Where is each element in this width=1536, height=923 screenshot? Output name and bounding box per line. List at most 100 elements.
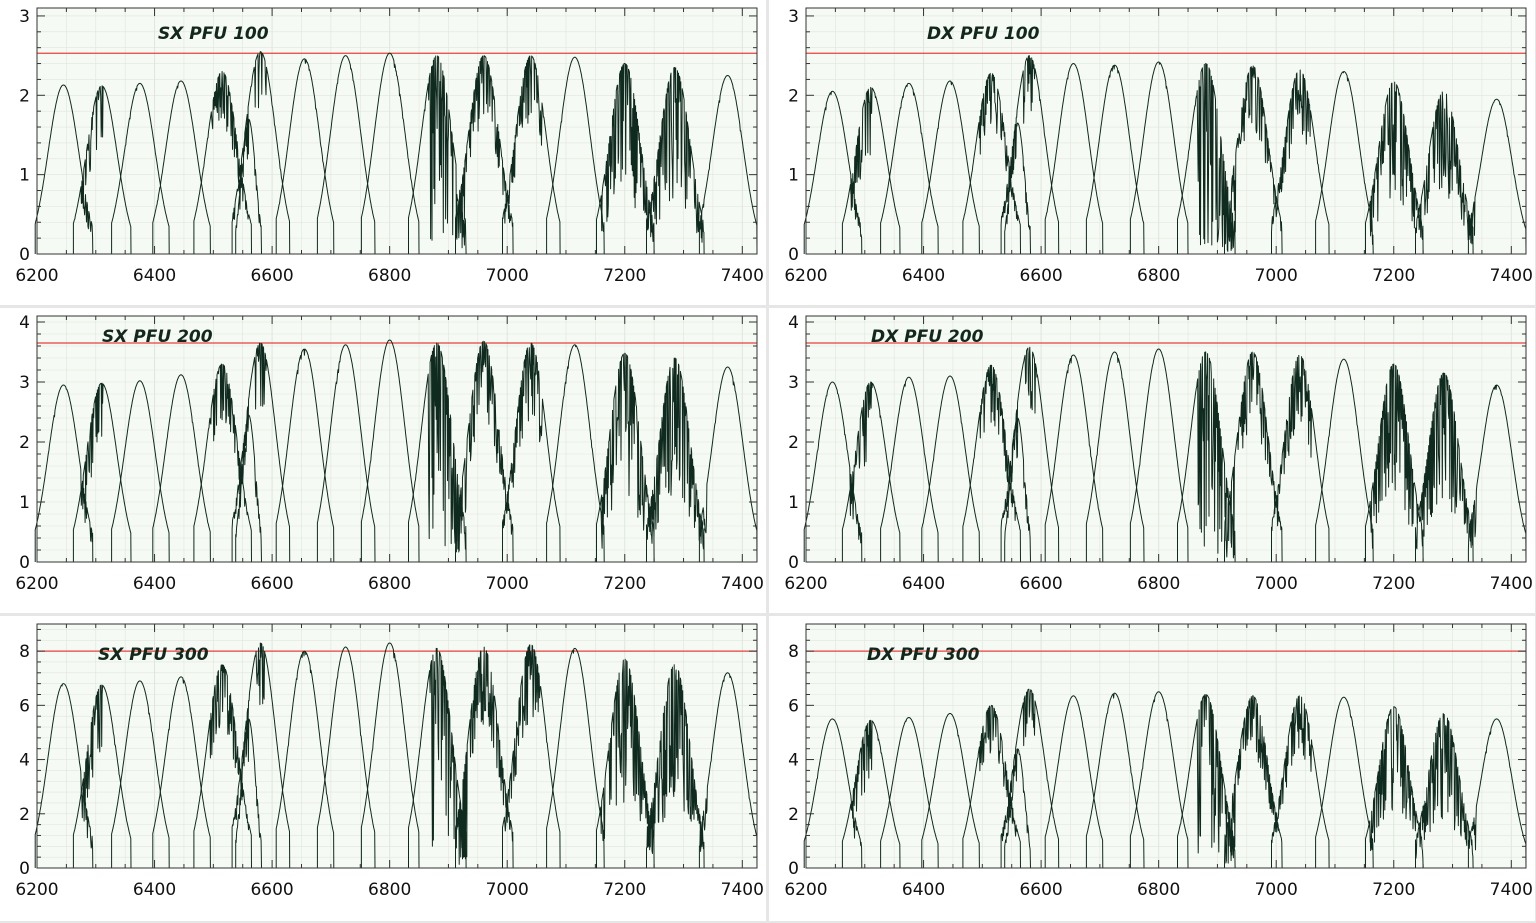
- y-tick-label: 3: [19, 373, 30, 393]
- x-tick-label: 6400: [133, 880, 176, 900]
- y-tick-label: 1: [788, 493, 799, 513]
- x-tick-label: 6800: [368, 574, 411, 594]
- order-curve: [1000, 346, 1060, 563]
- order-curve: [111, 680, 170, 869]
- order-curve: [1467, 98, 1527, 255]
- plot-area: [37, 316, 757, 562]
- order-curve: [275, 58, 335, 255]
- order-curve: [596, 352, 655, 563]
- x-tick-label: 7000: [1255, 266, 1298, 286]
- order-curve: [360, 52, 420, 255]
- order-curve: [275, 348, 335, 563]
- y-tick-label: 4: [788, 751, 799, 771]
- order-curve: [316, 344, 376, 563]
- y-tick-label: 3: [788, 7, 799, 27]
- order-curve: [698, 366, 758, 563]
- x-tick-label: 7200: [1372, 574, 1415, 594]
- order-curve: [1467, 384, 1527, 563]
- order-curve: [546, 56, 605, 255]
- plot-frame: [36, 623, 758, 869]
- order-curve: [596, 658, 655, 869]
- order-curve: [596, 63, 655, 255]
- chart-svg: 6200 6400 6600 6800 7000 7200 7400 0 1 2 3 4: [15, 313, 764, 594]
- order-curve: [646, 357, 705, 563]
- x-tick-label: 6400: [902, 574, 945, 594]
- y-tick-label: 0: [19, 553, 30, 573]
- panel-dx-pfu-300: 6200 6400 6600 6800 7000 7200 7400 0 2 4 6 8 DX PFU …: [769, 616, 1535, 921]
- order-curve: [1004, 748, 1031, 869]
- order-curve: [316, 646, 376, 869]
- plot-frame: [36, 315, 758, 563]
- order-curve: [921, 375, 980, 563]
- order-curve: [921, 80, 980, 255]
- order-curve: [72, 684, 132, 869]
- order-curve: [72, 85, 132, 255]
- chart-svg: 6200 6400 6600 6800 7000 7200 7400 0 1 2 3: [784, 7, 1533, 286]
- order-curve: [1271, 69, 1330, 255]
- plot-frame: [805, 315, 1527, 563]
- y-tick-label: 6: [788, 696, 799, 716]
- x-tick-label: 7000: [486, 266, 529, 286]
- order-curve: [1365, 81, 1424, 255]
- order-curve: [1415, 91, 1474, 255]
- order-curve: [502, 55, 561, 255]
- x-tick-label: 7400: [721, 574, 764, 594]
- order-curve: [546, 344, 605, 563]
- y-tick-label: 4: [19, 313, 30, 333]
- order-curve: [841, 719, 901, 869]
- order-curve: [1315, 696, 1374, 869]
- order-curve: [841, 86, 901, 255]
- y-tick-label: 0: [788, 553, 799, 573]
- order-curve: [1000, 55, 1060, 255]
- order-curve: [1177, 63, 1236, 255]
- x-tick-label: 7000: [1255, 574, 1298, 594]
- order-curve: [698, 75, 758, 255]
- order-curve: [502, 342, 561, 563]
- order-curve: [698, 672, 758, 869]
- order-curve: [152, 676, 211, 869]
- order-curve: [502, 644, 561, 869]
- order-curve: [841, 381, 901, 563]
- order-curve: [231, 342, 291, 563]
- x-tick-label: 7000: [486, 574, 529, 594]
- order-curve: [193, 363, 252, 563]
- order-curve: [152, 374, 211, 563]
- chart-svg: 6200 6400 6600 6800 7000 7200 7400 0 2 4 6 8: [15, 623, 764, 900]
- y-tick-label: 3: [788, 373, 799, 393]
- y-tick-label: 0: [19, 859, 30, 879]
- order-curve: [1224, 695, 1283, 869]
- chart-svg: 6200 6400 6600 6800 7000 7200 7400 0 1 2 3 4: [784, 313, 1533, 594]
- x-tick-label: 7200: [603, 266, 646, 286]
- order-curve: [1004, 122, 1031, 255]
- plot-area: [806, 624, 1526, 868]
- order-curve: [1224, 65, 1283, 255]
- x-tick-label: 6800: [1137, 266, 1180, 286]
- x-tick-label: 7400: [721, 266, 764, 286]
- y-tick-label: 0: [788, 859, 799, 879]
- order-curve: [316, 55, 376, 255]
- x-tick-label: 7400: [1490, 266, 1533, 286]
- y-tick-label: 1: [19, 493, 30, 513]
- chart-title: SX PFU 300: [98, 645, 209, 665]
- order-curve: [1271, 695, 1330, 869]
- y-tick-label: 0: [788, 245, 799, 265]
- y-tick-label: 8: [788, 642, 799, 662]
- x-tick-label: 7200: [1372, 880, 1415, 900]
- y-tick-label: 2: [788, 433, 799, 453]
- panel-dx-pfu-100: 6200 6400 6600 6800 7000 7200 7400 0 1 2 3 DX PFU 1…: [769, 0, 1535, 305]
- panel-sx-pfu-300: 6200 6400 6600 6800 7000 7200 7400 0 2 4 6 8 SX PFU …: [0, 616, 766, 921]
- order-curve: [1044, 63, 1104, 255]
- order-curve: [880, 376, 939, 563]
- x-tick-label: 6800: [1137, 880, 1180, 900]
- order-curve: [921, 713, 980, 869]
- y-tick-label: 3: [19, 7, 30, 27]
- order-curve: [231, 51, 291, 255]
- y-tick-label: 1: [788, 166, 799, 186]
- x-tick-label: 6600: [1019, 574, 1062, 594]
- order-curve: [1085, 351, 1145, 563]
- plot-frame: [36, 7, 758, 255]
- x-tick-label: 6600: [1019, 266, 1062, 286]
- x-tick-label: 6400: [133, 266, 176, 286]
- x-tick-label: 7400: [1490, 880, 1533, 900]
- order-curve: [408, 342, 467, 563]
